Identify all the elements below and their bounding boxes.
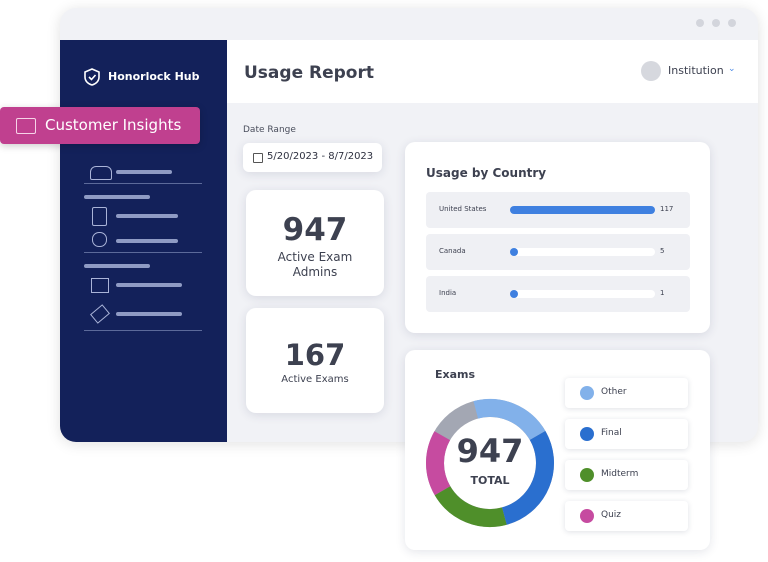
donut-segment — [501, 430, 554, 525]
bar — [510, 206, 655, 214]
tag: Customer Insights — [0, 107, 200, 144]
donut: 947 TOTAL — [426, 399, 554, 527]
bar-track — [510, 290, 655, 298]
brand: Honorlock Hub — [108, 70, 200, 83]
bar — [510, 290, 518, 298]
nav-placeholder — [84, 264, 150, 268]
nav-icon[interactable] — [91, 278, 109, 293]
nav-icon[interactable] — [92, 207, 107, 226]
bar-label: Canada — [439, 247, 466, 255]
nav-divider — [84, 252, 202, 253]
bar-value: 1 — [660, 289, 665, 297]
calendar-icon — [253, 153, 263, 163]
stat-card: 167 Active Exams — [246, 308, 384, 413]
donut-segment — [434, 485, 507, 527]
legend-swatch — [580, 509, 594, 523]
window-dot — [696, 19, 704, 27]
stat-label: Active Exams — [281, 374, 349, 385]
date-label: Date Range — [243, 125, 296, 135]
logo-icon — [84, 68, 100, 86]
stat-label: Active Exam Admins — [277, 250, 353, 279]
chart-title: Usage by Country — [426, 166, 547, 180]
nav-placeholder — [116, 312, 182, 316]
exams-card: Exams 947 TOTAL Other Final Midterm Quiz — [405, 350, 710, 550]
avatar[interactable] — [641, 61, 661, 81]
bar-row: India 1 — [426, 276, 690, 312]
donut-total-label: TOTAL — [470, 474, 509, 487]
bar-row: United States 117 — [426, 192, 690, 228]
nav-placeholder — [84, 195, 150, 199]
nav-placeholder — [116, 239, 178, 243]
legend-label: Other — [601, 387, 627, 397]
chart-title: Exams — [435, 368, 476, 381]
nav-divider — [84, 183, 202, 184]
nav-placeholder — [116, 170, 172, 174]
page-title: Usage Report — [244, 63, 374, 83]
donut-total: 947 — [457, 432, 524, 470]
bar-track — [510, 248, 655, 256]
tag-icon — [16, 118, 36, 134]
legend-item[interactable]: Midterm — [565, 460, 688, 490]
legend-item[interactable]: Other — [565, 378, 688, 408]
legend-swatch — [580, 386, 594, 400]
date-picker[interactable]: 5/20/2023 - 8/7/2023 — [243, 143, 382, 172]
tag-label: Customer Insights — [45, 116, 182, 134]
donut-segment — [473, 399, 546, 441]
legend-swatch — [580, 427, 594, 441]
stat-card: 947 Active Exam Admins — [246, 190, 384, 296]
window-dot — [712, 19, 720, 27]
nav-icon[interactable] — [92, 232, 107, 247]
chevron: ⌄ — [728, 64, 736, 74]
nav-divider — [84, 330, 202, 331]
country-card: Usage by Country United States 117 Canada 5… — [405, 142, 710, 333]
nav-placeholder — [116, 283, 182, 287]
legend-label: Midterm — [601, 469, 639, 479]
legend-item[interactable]: Quiz — [565, 501, 688, 531]
legend-label: Final — [601, 428, 622, 438]
bar — [510, 248, 518, 256]
nav-placeholder — [116, 214, 178, 218]
stat-value: 167 — [284, 338, 346, 372]
bar-value: 117 — [660, 205, 674, 213]
bar-value: 5 — [660, 247, 665, 255]
legend-item[interactable]: Final — [565, 419, 688, 449]
legend-label: Quiz — [601, 510, 622, 520]
stat-value: 947 — [282, 212, 348, 248]
header-bar — [227, 40, 758, 103]
user-menu[interactable]: Institution — [668, 64, 724, 77]
legend-swatch — [580, 468, 594, 482]
date-value: 5/20/2023 - 8/7/2023 — [267, 151, 374, 162]
bar-label: India — [439, 289, 457, 297]
donut-segment — [426, 431, 451, 496]
bar-label: United States — [439, 205, 487, 213]
window-dot — [728, 19, 736, 27]
nav-icon[interactable] — [90, 166, 112, 180]
bar-row: Canada 5 — [426, 234, 690, 270]
